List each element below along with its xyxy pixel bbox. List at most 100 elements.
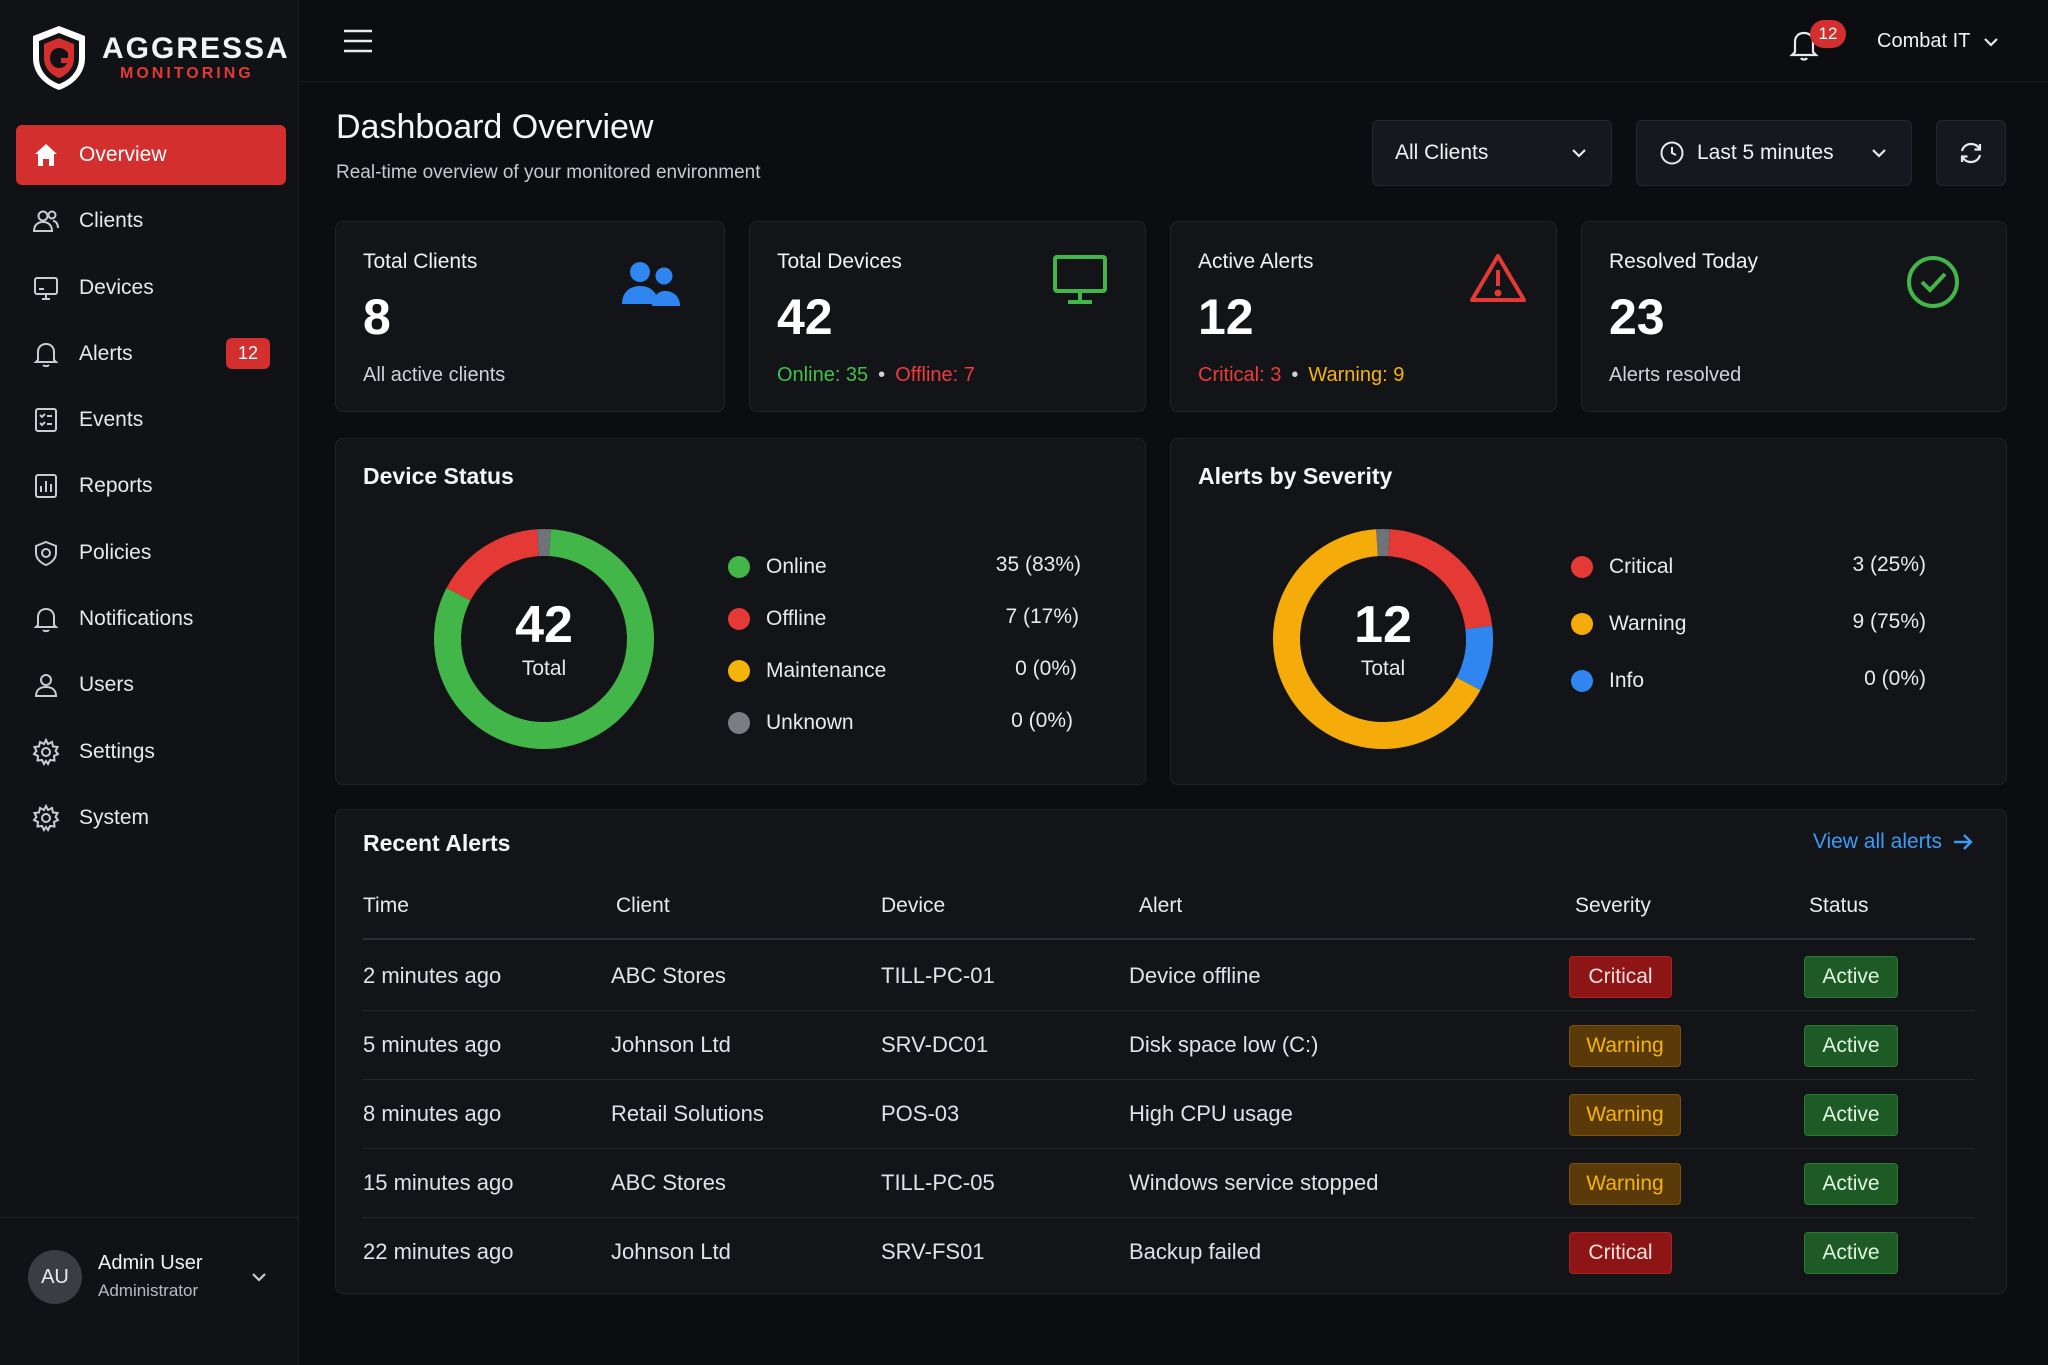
cell-time: 5 minutes ago (363, 1032, 502, 1057)
legend-item-warning: Warning (1571, 610, 1686, 638)
legend-dot (1571, 556, 1593, 578)
cell-alert: Windows service stopped (1129, 1170, 1379, 1195)
stat-subtext: Critical: 3 • Warning: 9 (1198, 364, 1405, 386)
legend-value: 9 (75%) (1852, 610, 1926, 633)
stat-card-total-devices[interactable]: Total Devices 42 Online: 35 • Offline: 7 (749, 221, 1146, 412)
donut-center: 12 Total (1308, 597, 1458, 681)
sidebar-item-system[interactable]: System (16, 788, 286, 848)
warning-count: Warning: 9 (1308, 364, 1405, 386)
org-switcher[interactable]: Combat IT (1877, 30, 2000, 53)
view-all-alerts-link[interactable]: View all alerts (1813, 830, 1974, 854)
cell-device: SRV-DC01 (881, 1032, 989, 1057)
sidebar-item-notifications[interactable]: Notifications (16, 589, 286, 649)
legend-value: 7 (17%) (1005, 605, 1079, 628)
time-range-select[interactable]: Last 5 minutes (1636, 120, 1912, 186)
home-icon (32, 141, 60, 169)
sidebar-item-policies[interactable]: Policies (16, 523, 286, 583)
sidebar-item-events[interactable]: Events (16, 390, 286, 450)
chevron-down-icon (1572, 149, 1586, 158)
device-status-panel: Device Status 42 Total Online 35 (83%) O… (335, 438, 1146, 785)
column-header-severity[interactable]: Severity (1575, 894, 1651, 917)
view-all-label: View all alerts (1812, 830, 1942, 853)
refresh-button[interactable] (1936, 120, 2006, 186)
sidebar-item-clients[interactable]: Clients (16, 191, 286, 251)
donut-gap-segment (1376, 529, 1390, 557)
legend-value: 0 (0%) (1015, 657, 1077, 680)
gear-icon (32, 803, 60, 832)
clock-icon (1660, 141, 1684, 165)
monitor-icon (1053, 255, 1107, 304)
avatar: AU (28, 1250, 82, 1304)
stat-title: Total Devices (777, 250, 902, 273)
users-icon (32, 207, 60, 235)
legend-dot (728, 608, 750, 630)
stat-card-total-clients[interactable]: Total Clients 8 All active clients (335, 221, 725, 412)
chevron-down-icon[interactable] (248, 1266, 270, 1288)
cell-time: 15 minutes ago (363, 1170, 514, 1195)
sidebar-item-settings[interactable]: Settings (16, 722, 286, 782)
alerts-severity-donut-chart (1273, 529, 1493, 749)
donut-total-label: Total (1360, 657, 1406, 680)
table-row[interactable]: 15 minutes ago ABC Stores TILL-PC-05 Window… (363, 1149, 1975, 1218)
legend-dot (1571, 613, 1593, 635)
page-subtitle: Real-time overview of your monitored env… (336, 162, 761, 183)
stat-card-resolved-today[interactable]: Resolved Today 23 Alerts resolved (1581, 221, 2007, 412)
severity-badge: Warning (1569, 1025, 1681, 1067)
chevron-down-icon (1872, 149, 1886, 158)
sidebar-item-devices[interactable]: Devices (16, 258, 286, 318)
column-header-status[interactable]: Status (1809, 894, 1869, 917)
stat-subtext: All active clients (363, 364, 506, 386)
sidebar-item-label: Devices (79, 275, 154, 299)
user-profile[interactable]: AU Admin User Administrator (0, 1217, 298, 1365)
users-icon (622, 262, 680, 306)
severity-badge: Critical (1569, 956, 1672, 998)
cell-client: ABC Stores (611, 963, 726, 988)
table-row[interactable]: 8 minutes ago Retail Solutions POS-03 High … (363, 1080, 1975, 1149)
sidebar-item-users[interactable]: Users (16, 655, 286, 715)
cell-time: 2 minutes ago (363, 963, 502, 988)
alerts-by-severity-panel: Alerts by Severity 12 Total Critical 3 (… (1170, 438, 2007, 785)
sidebar: AGGRESSA MONITORING Overview Clients Dev… (0, 0, 299, 1365)
column-header-device[interactable]: Device (881, 894, 946, 917)
brand-logo[interactable]: AGGRESSA MONITORING (30, 22, 290, 94)
donut-total-label: Total (521, 657, 567, 680)
donut-segment-critical (1388, 529, 1493, 630)
legend-dot (728, 556, 750, 578)
client-filter-value: All Clients (1395, 141, 1489, 164)
stat-subtext: Alerts resolved (1609, 364, 1742, 386)
cell-device: SRV-FS01 (881, 1239, 985, 1264)
cell-device: TILL-PC-01 (881, 963, 995, 988)
legend-dot (1571, 670, 1593, 692)
sidebar-item-alerts[interactable]: Alerts 12 (16, 324, 286, 384)
sidebar-nav: Overview Clients Devices Alerts 12 Eve (16, 125, 286, 854)
shield-logo-icon (33, 26, 85, 90)
donut-segment-offline (446, 529, 539, 601)
legend-item-info: Info (1571, 667, 1644, 695)
alerts-count-badge: 12 (226, 338, 270, 370)
legend-item-offline: Offline (728, 605, 826, 633)
stat-card-active-alerts[interactable]: Active Alerts 12 Critical: 3 • Warning: 9 (1170, 221, 1557, 412)
client-filter-select[interactable]: All Clients (1372, 120, 1612, 186)
legend-label: Warning (1609, 612, 1687, 635)
panel-title: Recent Alerts (363, 830, 511, 856)
stat-subtext: Online: 35 • Offline: 7 (777, 364, 975, 386)
cell-alert: Disk space low (C:) (1129, 1032, 1319, 1057)
legend-value: 0 (0%) (1011, 709, 1073, 732)
sidebar-item-label: Users (79, 673, 134, 697)
stat-value: 23 (1609, 289, 1665, 345)
column-header-time[interactable]: Time (363, 894, 409, 917)
bell-icon (32, 605, 60, 633)
table-row[interactable]: 22 minutes ago Johnson Ltd SRV-FS01 Backup … (363, 1218, 1975, 1287)
column-header-client[interactable]: Client (616, 894, 670, 917)
sidebar-item-label: Overview (79, 143, 167, 166)
legend-item-unknown: Unknown (728, 709, 854, 737)
cell-client: Johnson Ltd (611, 1239, 731, 1264)
table-row[interactable]: 2 minutes ago ABC Stores TILL-PC-01 Device … (363, 942, 1975, 1011)
sidebar-item-reports[interactable]: Reports (16, 456, 286, 516)
column-header-alert[interactable]: Alert (1139, 894, 1183, 917)
table-row[interactable]: 5 minutes ago Johnson Ltd SRV-DC01 Disk spa… (363, 1011, 1975, 1080)
reports-icon (32, 472, 60, 500)
sidebar-item-overview[interactable]: Overview (16, 125, 286, 185)
stat-title: Total Clients (363, 250, 478, 273)
hamburger-menu-icon[interactable] (342, 28, 374, 54)
